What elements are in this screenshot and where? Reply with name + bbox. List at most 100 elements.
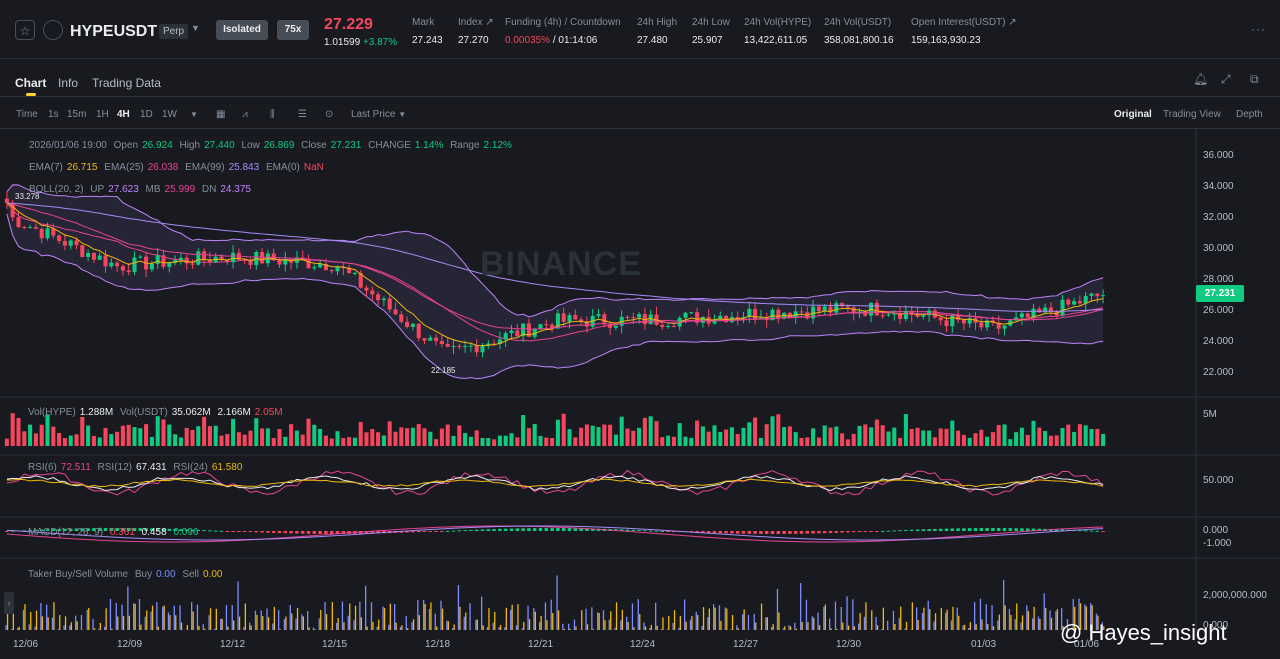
target-icon[interactable]: ⊙ — [325, 109, 334, 120]
interval-1d[interactable]: 1D — [140, 109, 153, 120]
tab-chart[interactable]: Chart — [15, 76, 47, 90]
volume-bar — [834, 426, 839, 446]
volume-bar — [347, 437, 352, 446]
taker-sell-bar — [731, 614, 734, 630]
alert-bell-icon[interactable]: 🔔︎ — [1193, 72, 1209, 86]
taker-sell-bar — [859, 613, 861, 630]
taker-buy-bar — [631, 603, 634, 630]
chevron-down-icon[interactable]: ▼ — [191, 23, 200, 33]
volume-bar — [103, 427, 108, 446]
taker-sell-bar — [192, 611, 194, 630]
taker-sell-bar — [296, 607, 299, 630]
settings-sliders-icon[interactable]: ☰ — [298, 109, 307, 120]
candle — [1095, 293, 1100, 297]
x-tick: 01/03 — [971, 639, 997, 650]
chart-type-icon[interactable]: ⫼ — [270, 109, 275, 120]
price-type-select[interactable]: Last Price ▼ — [351, 109, 407, 120]
taker-buy-bar — [150, 611, 152, 630]
interval-1w[interactable]: 1W — [162, 109, 177, 120]
volume-bar — [996, 425, 1001, 446]
scroll-left-icon[interactable]: › — [4, 592, 14, 614]
macd-histogram-bar — [97, 528, 102, 531]
symbol-name[interactable]: HYPEUSDT — [70, 23, 158, 40]
volume-bar — [816, 437, 821, 446]
taker-buy-bar — [46, 604, 48, 630]
macd-histogram-bar — [938, 528, 943, 531]
candle — [1025, 313, 1030, 318]
view-original[interactable]: Original — [1114, 109, 1152, 120]
volume-bar — [149, 436, 154, 446]
binance-watermark: BINANCE — [480, 245, 642, 283]
taker-sell-bar — [140, 624, 142, 630]
volume-bar — [898, 437, 903, 446]
margin-mode-button[interactable]: Isolated — [216, 20, 268, 40]
taker-sell-bar — [963, 624, 966, 630]
taker-sell-bar — [76, 621, 78, 630]
macd-histogram-bar — [770, 531, 775, 534]
taker-sell-bar — [894, 623, 896, 630]
stat-funding: Funding (4h) / Countdown 0.00035% / 01:1… — [505, 17, 621, 46]
chart-tabs: Chart Info Trading Data — [0, 64, 1280, 97]
volume-bar — [555, 419, 560, 446]
volume-bar — [294, 430, 299, 446]
macd-histogram-bar — [666, 531, 670, 532]
taker-sell-bar — [778, 612, 780, 630]
macd-histogram-bar — [643, 530, 647, 532]
taker-buy-bar — [249, 622, 251, 630]
taker-sell-bar — [262, 616, 264, 630]
candle — [799, 311, 804, 313]
candlestick-chart[interactable] — [0, 129, 1280, 659]
taker-sell-bar — [691, 616, 693, 630]
volume-bar — [666, 435, 671, 446]
taker-sell-bar — [1068, 629, 1070, 630]
volume-bar — [167, 424, 172, 446]
macd-histogram-bar — [411, 531, 415, 533]
macd-histogram-bar — [92, 528, 96, 531]
macd-histogram-bar — [689, 531, 694, 533]
tab-info[interactable]: Info — [58, 76, 79, 90]
view-depth[interactable]: Depth — [1236, 109, 1263, 120]
taker-buy-bar — [208, 615, 210, 630]
taker-sell-bar — [934, 613, 937, 630]
interval-15m[interactable]: 15m — [67, 109, 87, 120]
macd-histogram-bar — [300, 531, 305, 534]
macd-histogram-bar — [730, 531, 734, 534]
macd-histogram-bar — [324, 531, 328, 534]
x-tick: 12/30 — [836, 639, 862, 650]
candle — [758, 317, 763, 319]
more-options-icon[interactable]: ··· — [1251, 22, 1266, 36]
candle — [811, 306, 816, 319]
macd-histogram-bar — [776, 531, 781, 534]
interval-4h[interactable]: 4H — [117, 109, 130, 120]
candle — [468, 345, 473, 347]
leverage-button[interactable]: 75x — [277, 20, 309, 40]
taker-buy-bar — [602, 610, 605, 630]
macd-histogram-bar — [793, 531, 798, 534]
candle — [45, 228, 50, 239]
interval-time[interactable]: Time — [16, 109, 38, 120]
interval-1h[interactable]: 1H — [96, 109, 109, 120]
macd-histogram-bar — [747, 531, 752, 534]
volume-bar — [567, 429, 572, 446]
favorite-star-icon[interactable]: ☆ — [15, 20, 35, 40]
volume-bar — [1031, 420, 1036, 446]
taker-buy-bar — [486, 626, 489, 630]
tab-trading-data[interactable]: Trading Data — [92, 76, 161, 90]
interval-more-chevron-icon[interactable]: ▼ — [190, 110, 198, 119]
macd-histogram-bar — [950, 528, 955, 531]
popout-icon[interactable]: ⧉ — [1250, 72, 1259, 86]
view-trading-view[interactable]: Trading View — [1163, 109, 1221, 120]
indicator-icon[interactable]: ⩘ — [242, 109, 248, 120]
stat-open-interest[interactable]: Open Interest(USDT) ↗ 159,163,930.23 — [911, 17, 1017, 46]
taker-buy-bar — [689, 619, 692, 630]
taker-buy-bar — [1032, 618, 1034, 630]
calendar-icon[interactable]: ▦ — [216, 109, 226, 120]
volume-bar — [138, 428, 143, 446]
taker-buy-bar — [904, 628, 906, 630]
interval-1s[interactable]: 1s — [48, 109, 59, 120]
chart-area[interactable] — [0, 129, 1280, 659]
taker-buy-bar — [191, 602, 193, 630]
expand-icon[interactable]: ⤢ — [1221, 72, 1231, 86]
stat-index[interactable]: Index ↗ 27.270 — [458, 17, 494, 46]
candle — [497, 339, 502, 344]
